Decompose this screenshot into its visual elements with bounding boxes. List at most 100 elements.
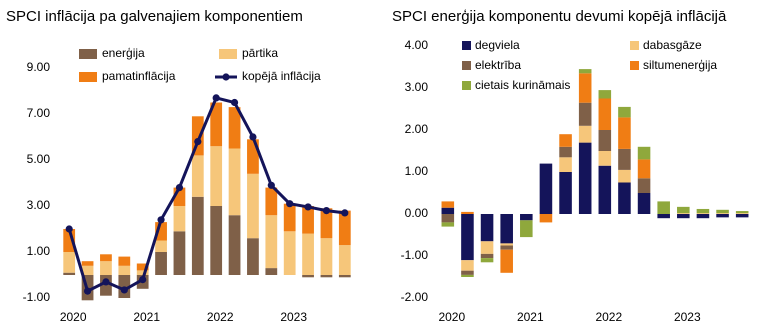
legend-label: degviela: [475, 38, 520, 52]
bar-segment: [210, 146, 223, 206]
bar-segment: [63, 229, 76, 252]
bar-segment: [578, 142, 592, 214]
y-tick-label: 5.00: [27, 152, 51, 166]
bar-segment: [228, 107, 241, 149]
legend-label: siltumenerģija: [643, 58, 717, 72]
bar-segment: [338, 275, 351, 278]
bar-segment: [210, 102, 223, 147]
bar-segment: [173, 206, 186, 232]
bar-segment: [441, 214, 455, 223]
bar-segment: [500, 249, 513, 273]
bar-segment: [302, 275, 314, 278]
bar-segment: [81, 265, 94, 275]
bar-segment: [100, 254, 112, 262]
bar-segment: [173, 187, 186, 206]
x-tick-label: 2020: [438, 310, 465, 324]
bar-segment: [637, 146, 651, 160]
bar-segment: [100, 261, 112, 275]
bar-segment: [480, 253, 494, 259]
line-marker: [322, 207, 331, 215]
bar-segment: [735, 213, 749, 214]
legend-marker: [222, 73, 230, 81]
bar-segment: [136, 263, 149, 271]
bar-segment: [657, 214, 670, 219]
bar-segment: [247, 139, 259, 174]
bar-segment: [461, 211, 474, 214]
legend-swatch: [79, 72, 97, 82]
y-tick-label: 9.00: [27, 60, 51, 74]
bar-segment: [173, 231, 186, 275]
legend-swatch: [630, 41, 639, 50]
line-marker: [65, 225, 73, 233]
bar-segment: [500, 245, 513, 250]
line-marker: [286, 200, 294, 208]
bar-segment: [735, 211, 749, 214]
bar-segment: [302, 206, 314, 234]
x-tick-label: 2023: [280, 310, 307, 324]
y-tick-label: 0.00: [405, 206, 429, 220]
bar-segment: [677, 206, 690, 214]
bar-segment: [618, 182, 631, 214]
y-tick-label: -1.00: [23, 290, 51, 304]
bar-segment: [559, 134, 572, 147]
bar-segment: [696, 213, 710, 214]
y-tick-label: -1.00: [401, 248, 429, 262]
bar-segment: [559, 157, 572, 172]
y-tick-label: 1.00: [27, 244, 51, 258]
bar-segment: [461, 274, 474, 277]
line-marker: [157, 216, 165, 224]
line-marker: [102, 278, 110, 286]
bar-segment: [598, 90, 612, 99]
y-tick-label: 3.00: [405, 80, 429, 94]
bar-segment: [677, 213, 690, 214]
line-marker: [139, 276, 147, 284]
bar-segment: [63, 272, 76, 275]
chart-title: SPCI inflācija pa galvenajiem komponenti…: [6, 8, 303, 25]
x-tick-label: 2022: [595, 310, 622, 324]
legend-swatch: [79, 49, 97, 59]
bar-segment: [618, 148, 631, 170]
x-tick-label: 2020: [60, 310, 87, 324]
bar-segment: [618, 117, 631, 149]
legend-label: dabasgāze: [643, 38, 702, 52]
line-marker: [83, 287, 92, 295]
bar-segment: [247, 173, 259, 239]
bar-segment: [338, 245, 351, 275]
bar-segment: [520, 220, 533, 238]
bar-segment: [716, 209, 729, 214]
legend-swatch: [630, 61, 639, 70]
bar-segment: [81, 261, 94, 266]
line-marker: [267, 181, 275, 189]
bar-segment: [657, 201, 670, 214]
bar-segment: [618, 106, 631, 118]
legend-label: pārtika: [242, 46, 278, 60]
y-tick-label: 7.00: [27, 106, 51, 120]
bar-segment: [480, 241, 494, 254]
bar-segment: [441, 222, 455, 227]
bar-segment: [637, 159, 651, 179]
bar-segment: [228, 148, 241, 216]
line-marker: [175, 184, 184, 192]
bar-segment: [598, 165, 612, 214]
bar-segment: [696, 214, 710, 219]
bar-segment: [283, 203, 296, 232]
legend-label: kopējā inflācija: [242, 69, 321, 83]
bar-segment: [480, 258, 494, 263]
bar-segment: [320, 238, 333, 275]
bar-segment: [559, 172, 572, 214]
line-marker: [230, 98, 239, 107]
bar-segment: [637, 193, 651, 214]
bar-segment: [63, 252, 76, 273]
legend-swatch: [462, 61, 471, 70]
bar-segment: [228, 215, 241, 275]
x-tick-label: 2021: [517, 310, 544, 324]
bar-segment: [191, 116, 204, 156]
bar-segment: [598, 151, 612, 166]
bar-segment: [247, 238, 259, 275]
x-tick-label: 2021: [133, 310, 160, 324]
legend-swatch: [462, 41, 471, 50]
bar-segment: [441, 207, 455, 214]
bar-segment: [302, 233, 314, 275]
bar-segment: [265, 187, 278, 216]
